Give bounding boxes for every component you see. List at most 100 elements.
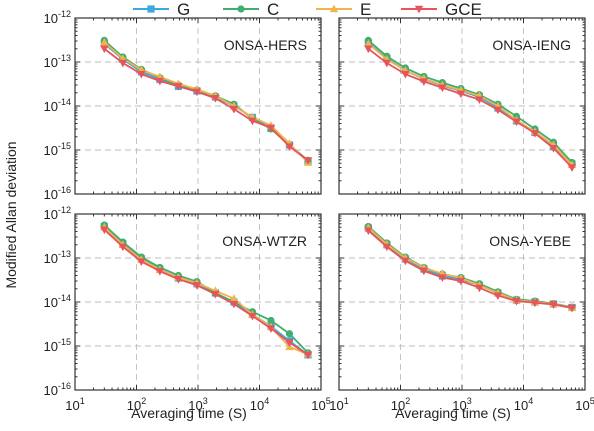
- tick-exponent: 1: [344, 396, 349, 406]
- legend-entry: GCE: [401, 0, 482, 19]
- tick-exponent: -13: [58, 53, 71, 63]
- data-point: [419, 78, 429, 86]
- data-point: [100, 37, 109, 46]
- data-point: [266, 325, 276, 333]
- x-tick-label: 101: [329, 396, 348, 413]
- y-tick-label: 10-15: [44, 337, 71, 354]
- series-line: [103, 43, 309, 162]
- data-point: [192, 88, 202, 97]
- legend-entry: G: [133, 0, 190, 19]
- data-point: [567, 304, 577, 313]
- tick-base: 10: [514, 398, 528, 413]
- series-e: [364, 39, 577, 169]
- data-point: [382, 59, 392, 68]
- tick-base: 10: [311, 398, 325, 413]
- x-tick-label: 105: [575, 396, 594, 413]
- data-point: [493, 106, 503, 115]
- data-point: [401, 257, 410, 266]
- data-point: [155, 268, 165, 276]
- data-point: [266, 124, 276, 133]
- panel-title: ONSA-IENG: [492, 37, 571, 53]
- panel-title: ONSA-HERS: [224, 37, 307, 53]
- data-point: [530, 130, 540, 138]
- tick-base: 10: [575, 398, 589, 413]
- data-point: [248, 312, 257, 321]
- series-line: [367, 42, 573, 165]
- panel-title: ONSA-WTZR: [222, 233, 307, 249]
- tick-exponent: -15: [58, 337, 71, 347]
- tick-exponent: -16: [58, 381, 71, 391]
- data-point: [229, 294, 239, 302]
- data-point: [118, 243, 128, 252]
- y-tick-label: 10-16: [44, 381, 71, 398]
- data-point: [303, 157, 313, 165]
- tick-exponent: -16: [58, 185, 71, 195]
- legend-label: C: [267, 0, 279, 19]
- data-point: [174, 275, 183, 284]
- legend-marker: [147, 5, 155, 13]
- data-point: [475, 284, 484, 293]
- legend: G C E GCE: [133, 0, 482, 19]
- tick-exponent: -13: [58, 249, 71, 259]
- data-point: [438, 84, 447, 93]
- y-tick-label: 10-14: [44, 97, 71, 114]
- data-point: [475, 96, 484, 104]
- series-gce: [364, 227, 577, 313]
- tick-base: 10: [44, 251, 58, 266]
- tick-exponent: -12: [58, 9, 71, 19]
- x-axis-label: Averaging time (S): [131, 405, 247, 421]
- x-tick-label: 103: [452, 396, 471, 413]
- legend-entry: E: [316, 0, 371, 19]
- tick-base: 10: [329, 398, 343, 413]
- chart-panel: ONSA-IENG: [338, 17, 586, 195]
- data-point: [229, 300, 239, 309]
- y-tick-label: 10-13: [44, 249, 71, 266]
- tick-base: 10: [44, 339, 58, 354]
- tick-base: 10: [127, 398, 141, 413]
- tick-base: 10: [44, 55, 58, 70]
- series-c: [364, 36, 576, 167]
- x-tick-label: 103: [188, 396, 207, 413]
- data-point: [267, 316, 275, 325]
- data-point: [549, 144, 558, 153]
- data-point: [512, 297, 521, 306]
- series-line: [103, 39, 309, 162]
- tick-base: 10: [44, 207, 58, 222]
- y-tick-label: 10-15: [44, 141, 71, 158]
- y-tick-label: 10-12: [44, 205, 71, 222]
- data-point: [192, 282, 202, 290]
- data-point: [174, 83, 183, 91]
- data-point: [285, 330, 294, 338]
- data-point: [382, 243, 392, 252]
- x-tick-label: 102: [127, 396, 146, 413]
- data-point: [530, 299, 540, 308]
- data-point: [364, 39, 373, 47]
- data-point: [100, 226, 109, 235]
- tick-base: 10: [44, 143, 58, 158]
- data-point: [567, 164, 577, 172]
- legend-marker: [329, 4, 339, 13]
- y-tick-label: 10-16: [44, 185, 71, 202]
- data-point: [493, 292, 503, 300]
- y-axis-label: Modified Allan deviation: [3, 141, 19, 288]
- data-point: [285, 143, 294, 151]
- tick-base: 10: [452, 398, 466, 413]
- data-point: [100, 45, 109, 54]
- data-point: [303, 351, 313, 360]
- tick-base: 10: [44, 11, 58, 26]
- tick-base: 10: [65, 398, 79, 413]
- data-point: [248, 117, 257, 126]
- legend-entry: C: [223, 0, 279, 19]
- x-tick-label: 104: [250, 396, 269, 413]
- y-tick-label: 10-12: [44, 9, 71, 26]
- data-point: [456, 277, 466, 286]
- series-g: [100, 40, 312, 165]
- y-tick-label: 10-13: [44, 53, 71, 70]
- tick-exponent: 4: [264, 396, 269, 406]
- tick-exponent: 4: [528, 396, 533, 406]
- legend-marker: [237, 5, 245, 13]
- legend-label: GCE: [445, 0, 482, 19]
- x-tick-label: 101: [65, 396, 84, 413]
